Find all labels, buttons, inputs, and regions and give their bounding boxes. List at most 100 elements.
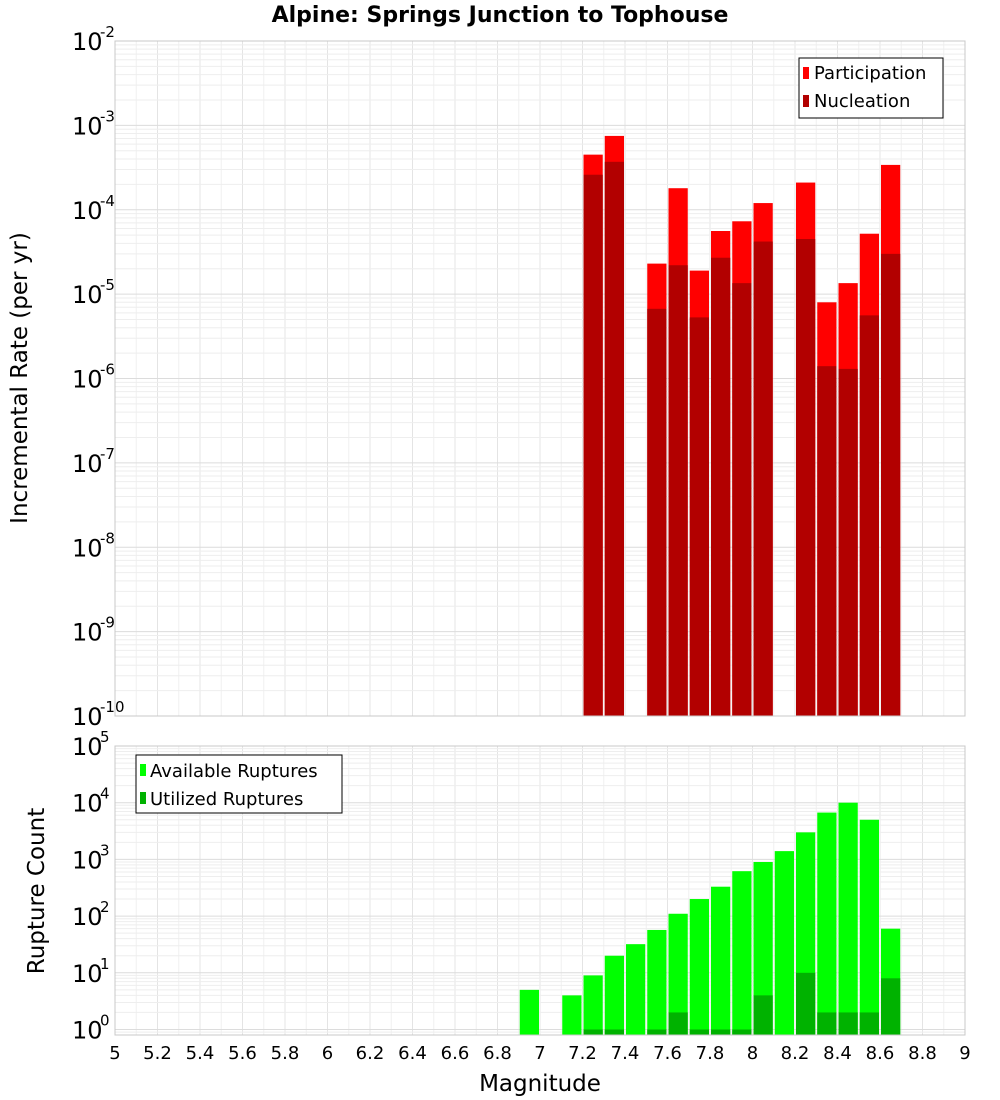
y-tick-label: 10 (72, 903, 103, 931)
top-bar-nucleation (817, 366, 837, 716)
x-tick-label: 7.8 (696, 1043, 725, 1064)
bottom-bar-available-ruptures (647, 929, 667, 1035)
y-tick-label: 10 (72, 790, 103, 818)
top-plot-area: 10-210-310-410-510-610-710-810-910-10 In… (7, 23, 966, 731)
bottom-bar-utilized-ruptures (647, 1029, 667, 1035)
x-tick-label: 8.4 (823, 1043, 852, 1064)
top-y-tick-labels: 10-210-310-410-510-610-710-810-910-10 (72, 23, 125, 731)
legend-label-participation: Participation (814, 63, 926, 84)
x-tick-label: 6.8 (483, 1043, 512, 1064)
bottom-bar-utilized-ruptures (711, 1029, 731, 1035)
y-tick-label: 10 (72, 619, 103, 647)
top-bar-nucleation (711, 257, 731, 716)
top-bar-nucleation (668, 265, 688, 716)
chart-title: Alpine: Springs Junction to Tophouse (272, 3, 729, 28)
top-bar-nucleation (881, 253, 901, 716)
bottom-bar-available-ruptures (753, 861, 773, 1035)
y-tick-exponent: -9 (100, 614, 115, 632)
bottom-bar-utilized-ruptures (859, 1012, 879, 1035)
y-tick-exponent: -3 (100, 107, 115, 125)
y-tick-label: 10 (72, 703, 103, 731)
bottom-bar-available-ruptures (583, 975, 603, 1035)
bottom-bar-available-ruptures (689, 899, 709, 1035)
bottom-bar-utilized-ruptures (881, 978, 901, 1035)
bottom-legend: Available Ruptures Utilized Ruptures (135, 754, 343, 814)
legend-label-available: Available Ruptures (150, 761, 318, 782)
bottom-bar-available-ruptures (604, 955, 624, 1035)
top-bar-nucleation (753, 241, 773, 717)
x-tick-label: 9 (959, 1043, 970, 1064)
x-tick-label: 5 (109, 1043, 120, 1064)
x-tick-label: 8.6 (866, 1043, 895, 1064)
x-tick-label: 8 (747, 1043, 758, 1064)
top-bar-nucleation (647, 308, 667, 716)
x-tick-label: 7.4 (611, 1043, 640, 1064)
bottom-bar-available-ruptures (562, 995, 582, 1035)
bottom-bar-utilized-ruptures (796, 972, 816, 1035)
top-bar-nucleation (838, 368, 858, 716)
x-tick-label: 8.8 (908, 1043, 937, 1064)
bottom-bars (519, 802, 901, 1035)
x-tick-label: 8.2 (781, 1043, 810, 1064)
y-tick-exponent: -7 (100, 445, 115, 463)
y-tick-exponent: -5 (100, 276, 115, 294)
top-bar-nucleation (859, 315, 879, 716)
legend-label-utilized: Utilized Ruptures (150, 789, 303, 810)
y-tick-label: 10 (72, 846, 103, 874)
bottom-bar-available-ruptures (817, 812, 837, 1035)
x-tick-label: 5.2 (143, 1043, 172, 1064)
x-tick-label: 7.2 (568, 1043, 597, 1064)
x-tick-label: 6 (322, 1043, 333, 1064)
y-tick-exponent: -10 (100, 698, 125, 716)
top-bar-nucleation (583, 174, 603, 716)
y-tick-label: 10 (72, 197, 103, 225)
bottom-legend-box (135, 754, 343, 814)
y-tick-exponent: -6 (100, 361, 115, 379)
bottom-bar-available-ruptures (838, 802, 858, 1035)
bottom-bar-utilized-ruptures (838, 1012, 858, 1035)
bottom-bar-utilized-ruptures (732, 1029, 752, 1035)
x-tick-label: 6.6 (441, 1043, 470, 1064)
y-tick-label: 10 (72, 450, 103, 478)
y-tick-exponent: 0 (100, 1012, 110, 1030)
y-tick-label: 10 (72, 534, 103, 562)
top-legend: Participation Nucleation (798, 57, 944, 119)
bottom-bar-utilized-ruptures (604, 1029, 624, 1035)
legend-swatch-participation (803, 67, 809, 79)
y-tick-exponent: 1 (100, 955, 110, 973)
bottom-y-axis-label: Rupture Count (24, 808, 50, 974)
y-tick-exponent: -8 (100, 529, 115, 547)
x-tick-labels: 5 5.2 5.4 5.6 5.8 6 6.2 6.4 6.6 6.8 7 7.2 7.4 7.6 7.8 8… (109, 1043, 970, 1064)
y-tick-label: 10 (72, 366, 103, 394)
x-tick-label: 6.4 (398, 1043, 427, 1064)
top-plot-border (114, 40, 966, 717)
y-tick-label: 10 (72, 28, 103, 56)
top-gridlines (114, 40, 966, 717)
legend-swatch-utilized (140, 792, 146, 804)
bottom-bar-available-ruptures (859, 819, 879, 1035)
y-tick-exponent: -4 (100, 192, 115, 210)
bottom-bar-utilized-ruptures (583, 1029, 603, 1035)
bottom-bar-available-ruptures (626, 944, 646, 1035)
y-tick-label: 10 (72, 1017, 103, 1045)
top-bar-nucleation (604, 161, 624, 716)
x-tick-label: 5.4 (186, 1043, 215, 1064)
x-axis-label: Magnitude (479, 1071, 601, 1097)
y-tick-label: 10 (72, 733, 103, 761)
x-tick-label: 7 (534, 1043, 545, 1064)
x-tick-label: 5.8 (271, 1043, 300, 1064)
top-bars (583, 135, 901, 717)
bottom-bar-utilized-ruptures (668, 1012, 688, 1035)
x-tick-label: 6.2 (356, 1043, 385, 1064)
bottom-bar-available-ruptures (774, 851, 794, 1035)
y-tick-label: 10 (72, 960, 103, 988)
bottom-bar-utilized-ruptures (689, 1029, 709, 1035)
top-bar-nucleation (732, 283, 752, 716)
x-tick-label: 5.6 (228, 1043, 257, 1064)
legend-swatch-available (140, 764, 146, 776)
bottom-bar-available-ruptures (732, 871, 752, 1035)
top-bar-nucleation (689, 317, 709, 716)
bottom-bar-utilized-ruptures (753, 995, 773, 1035)
legend-label-nucleation: Nucleation (814, 91, 910, 112)
